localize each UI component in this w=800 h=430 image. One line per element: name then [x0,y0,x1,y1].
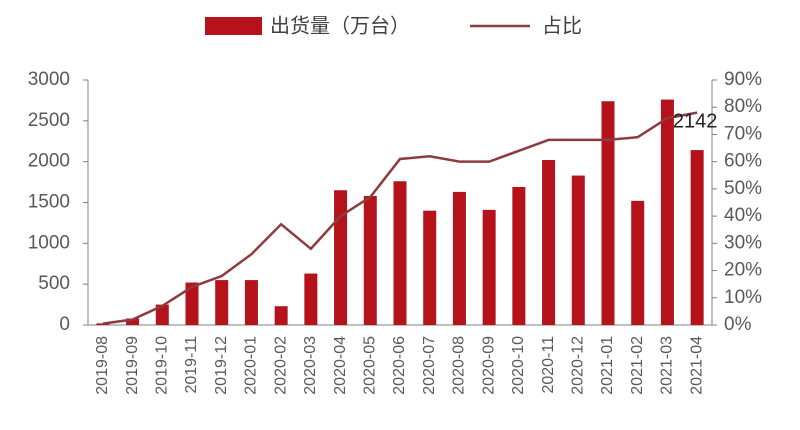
y2-tick-label: 0% [724,314,752,335]
legend-label: 出货量（万台） [270,14,410,37]
x-tick-label: 2020-12 [570,336,587,395]
x-tick-label: 2021-04 [688,336,705,395]
x-tick-label: 2020-02 [272,336,289,395]
bar [393,181,407,325]
y-tick-label: 2500 [28,110,70,131]
bar [452,191,466,325]
bar [244,280,258,325]
y2-tick-label: 40% [724,205,762,226]
bar [126,318,140,325]
x-tick-label: 2019-11 [183,336,200,394]
y2-tick-label: 10% [724,287,762,308]
bar [96,323,110,325]
bar [571,175,585,325]
x-tick-label: 2020-07 [421,336,438,395]
x-tick-label: 2020-03 [302,336,319,395]
bar [601,101,615,325]
y2-tick-label: 80% [724,96,762,117]
data-label: 2142 [673,110,718,132]
x-tick-label: 2020-10 [510,336,527,395]
x-tick-label: 2020-05 [362,336,379,395]
bar [274,306,288,325]
bar [215,280,229,325]
y-tick-label: 3000 [28,69,70,90]
x-tick-label: 2020-01 [243,336,260,395]
x-tick-label: 2021-03 [659,336,676,395]
x-tick-label: 2020-06 [391,336,408,395]
y2-tick-label: 70% [724,123,762,144]
legend-swatch [205,17,262,35]
x-tick-label: 2019-12 [213,336,230,395]
y2-tick-label: 30% [724,232,762,253]
legend-label: 占比 [542,14,582,37]
y-tick-label: 500 [38,273,70,294]
y-tick-label: 0 [59,314,70,335]
bar [155,304,169,325]
x-tick-label: 2020-11 [540,336,557,394]
x-tick-label: 2019-08 [94,336,111,395]
bar [304,273,318,325]
x-tick-label: 2020-08 [451,336,468,395]
y2-tick-label: 50% [724,178,762,199]
bar [363,195,377,325]
bar [334,190,348,325]
bar [512,186,526,325]
y2-tick-label: 90% [724,69,762,90]
y-tick-label: 1500 [28,192,70,213]
y2-tick-label: 60% [724,151,762,172]
x-tick-label: 2020-09 [480,336,497,395]
y-tick-label: 2000 [28,151,70,172]
x-tick-label: 2021-02 [629,336,646,395]
bar [631,200,645,325]
bar [690,150,704,325]
x-tick-label: 2020-04 [332,336,349,395]
x-tick-label: 2019-09 [124,336,141,395]
bar [542,160,556,325]
bar [185,282,199,325]
line [102,111,698,325]
x-tick-label: 2021-01 [599,336,616,395]
bar [423,210,437,325]
y-tick-label: 1000 [28,232,70,253]
bar [660,99,674,325]
y2-tick-label: 20% [724,260,762,281]
bar [482,209,496,325]
x-tick-label: 2019-10 [154,336,171,395]
